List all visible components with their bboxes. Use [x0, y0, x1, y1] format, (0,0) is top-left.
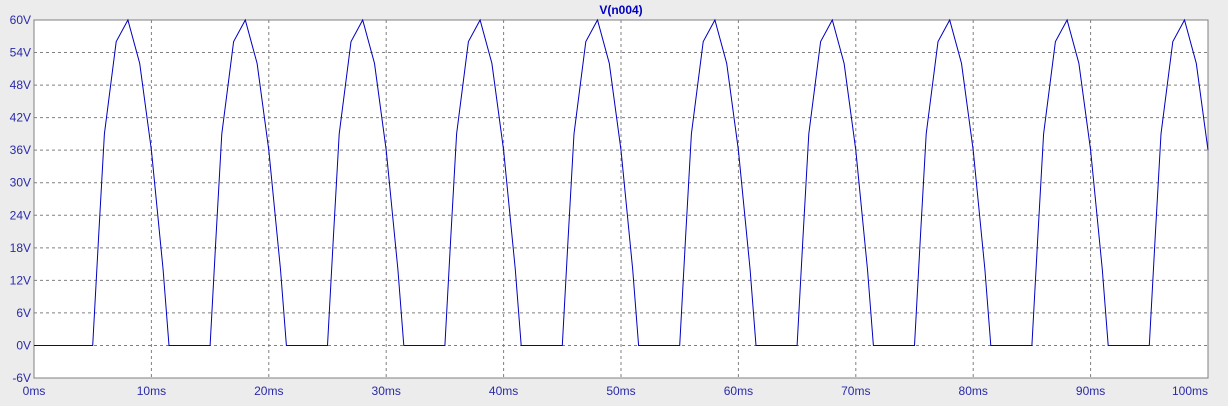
x-tick-label: 60ms	[724, 384, 753, 398]
x-tick-label: 90ms	[1076, 384, 1105, 398]
y-tick-label: 0V	[16, 338, 31, 352]
y-axis-tick-labels: -6V 0V 6V 12V 18V 24V 30V 36V 42V 48V 54V 60V	[10, 13, 31, 385]
y-tick-label: 54V	[10, 46, 31, 60]
plot-area[interactable]	[33, 19, 1209, 379]
y-tick-label: 36V	[10, 143, 31, 157]
y-tick-label: 42V	[10, 111, 31, 125]
y-tick-label: 48V	[10, 78, 31, 92]
x-tick-label: 0ms	[23, 384, 46, 398]
series-line-v-n004[interactable]	[34, 18, 1209, 346]
x-tick-label: 20ms	[254, 384, 283, 398]
y-tick-label: 18V	[10, 241, 31, 255]
y-tick-label: 60V	[10, 13, 31, 27]
x-tick-label: 100ms	[1172, 384, 1208, 398]
trace-title[interactable]: V(n004)	[599, 3, 642, 17]
y-tick-label: 30V	[10, 176, 31, 190]
y-tick-label: -6V	[12, 371, 31, 385]
y-tick-label: 24V	[10, 208, 31, 222]
y-tick-label: 6V	[16, 306, 31, 320]
x-tick-label: 70ms	[841, 384, 870, 398]
x-tick-label: 50ms	[606, 384, 635, 398]
x-tick-label: 30ms	[372, 384, 401, 398]
x-tick-label: 10ms	[137, 384, 166, 398]
x-tick-label: 40ms	[489, 384, 518, 398]
x-axis-tick-labels: 0ms 10ms 20ms 30ms 40ms 50ms 60ms 70ms 80ms 90ms 1…	[23, 384, 1208, 398]
x-tick-label: 80ms	[959, 384, 988, 398]
y-tick-label: 12V	[10, 273, 31, 287]
